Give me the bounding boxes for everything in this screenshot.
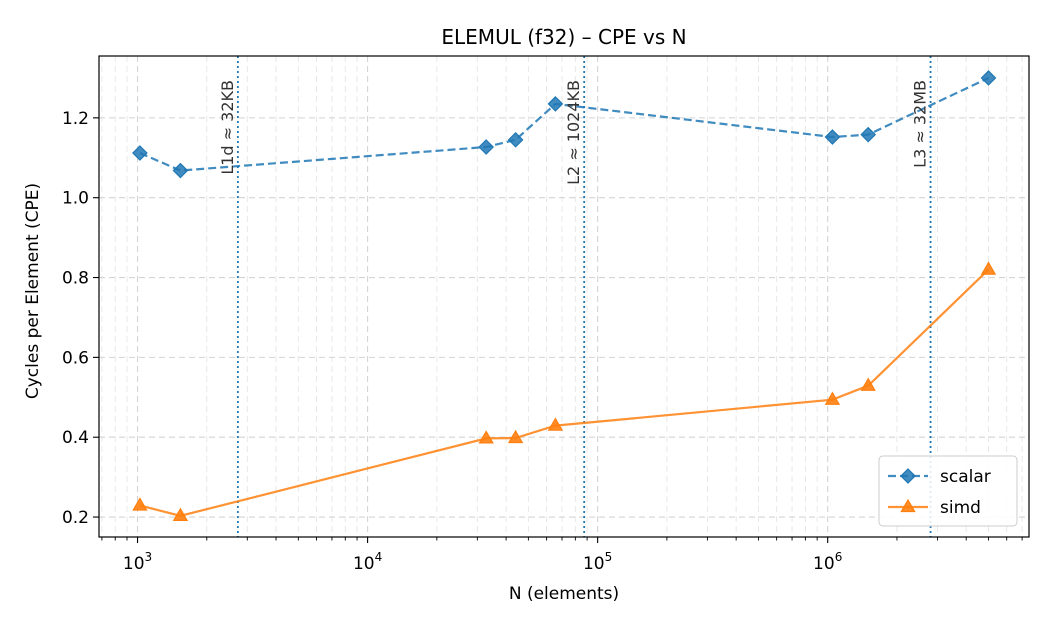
legend-simd-label: simd xyxy=(940,498,981,518)
plot-frame xyxy=(98,55,1030,538)
cache-level-label: L1d ≈ 32KB xyxy=(218,80,237,175)
x-tick-label: 105 xyxy=(583,550,612,574)
legend-scalar-marker xyxy=(900,468,916,484)
y-tick-label: 0.4 xyxy=(62,428,89,448)
simd-point xyxy=(824,391,841,405)
scalar-point xyxy=(507,131,524,148)
simd-point xyxy=(547,417,564,431)
scalar-point xyxy=(824,129,841,145)
simd-point xyxy=(132,497,148,511)
series-layer xyxy=(132,70,997,521)
y-tick-label: 1.0 xyxy=(62,189,89,209)
scalar-point xyxy=(132,145,148,161)
y-axis-label: Cycles per Element (CPE) xyxy=(23,183,43,399)
legend-simd-marker xyxy=(900,498,916,513)
x-tick-label: 103 xyxy=(123,550,152,574)
simd-point xyxy=(478,430,494,444)
x-tick-label: 106 xyxy=(813,550,842,574)
cache-level-label: L3 ≈ 32MB xyxy=(911,80,930,168)
cache-level-labels: L1d ≈ 32KB L2 ≈ 1024KB L3 ≈ 32MB xyxy=(218,80,930,185)
simd-point xyxy=(172,507,189,521)
simd-point xyxy=(980,261,997,275)
legend-scalar-label: scalar xyxy=(940,467,991,487)
y-tick-label: 1.2 xyxy=(62,109,89,129)
y-tick-label: 0.8 xyxy=(62,269,89,289)
x-tick-labels: 103 104 105 106 xyxy=(123,550,842,574)
legend: scalar simd xyxy=(878,455,1018,527)
y-tick-label: 0.2 xyxy=(62,508,89,528)
cache-level-label: L2 ≈ 1024KB xyxy=(564,80,583,185)
scalar-point xyxy=(172,162,189,179)
y-tick-label: 0.6 xyxy=(62,348,89,368)
x-axis-label: N (elements) xyxy=(509,584,619,604)
scalar-point xyxy=(980,70,997,86)
chart-title: ELEMUL (f32) – CPE vs N xyxy=(441,25,686,49)
scalar-point xyxy=(860,126,877,143)
scalar-point xyxy=(547,96,564,112)
simd-point xyxy=(507,429,524,444)
simd-point xyxy=(860,377,876,391)
axis-ticks xyxy=(93,117,1023,543)
major-gridlines xyxy=(99,56,1029,537)
y-tick-labels: 0.2 0.4 0.6 0.8 1.0 1.2 xyxy=(62,109,89,528)
x-tick-label: 104 xyxy=(353,550,382,574)
scalar-point xyxy=(478,139,495,155)
